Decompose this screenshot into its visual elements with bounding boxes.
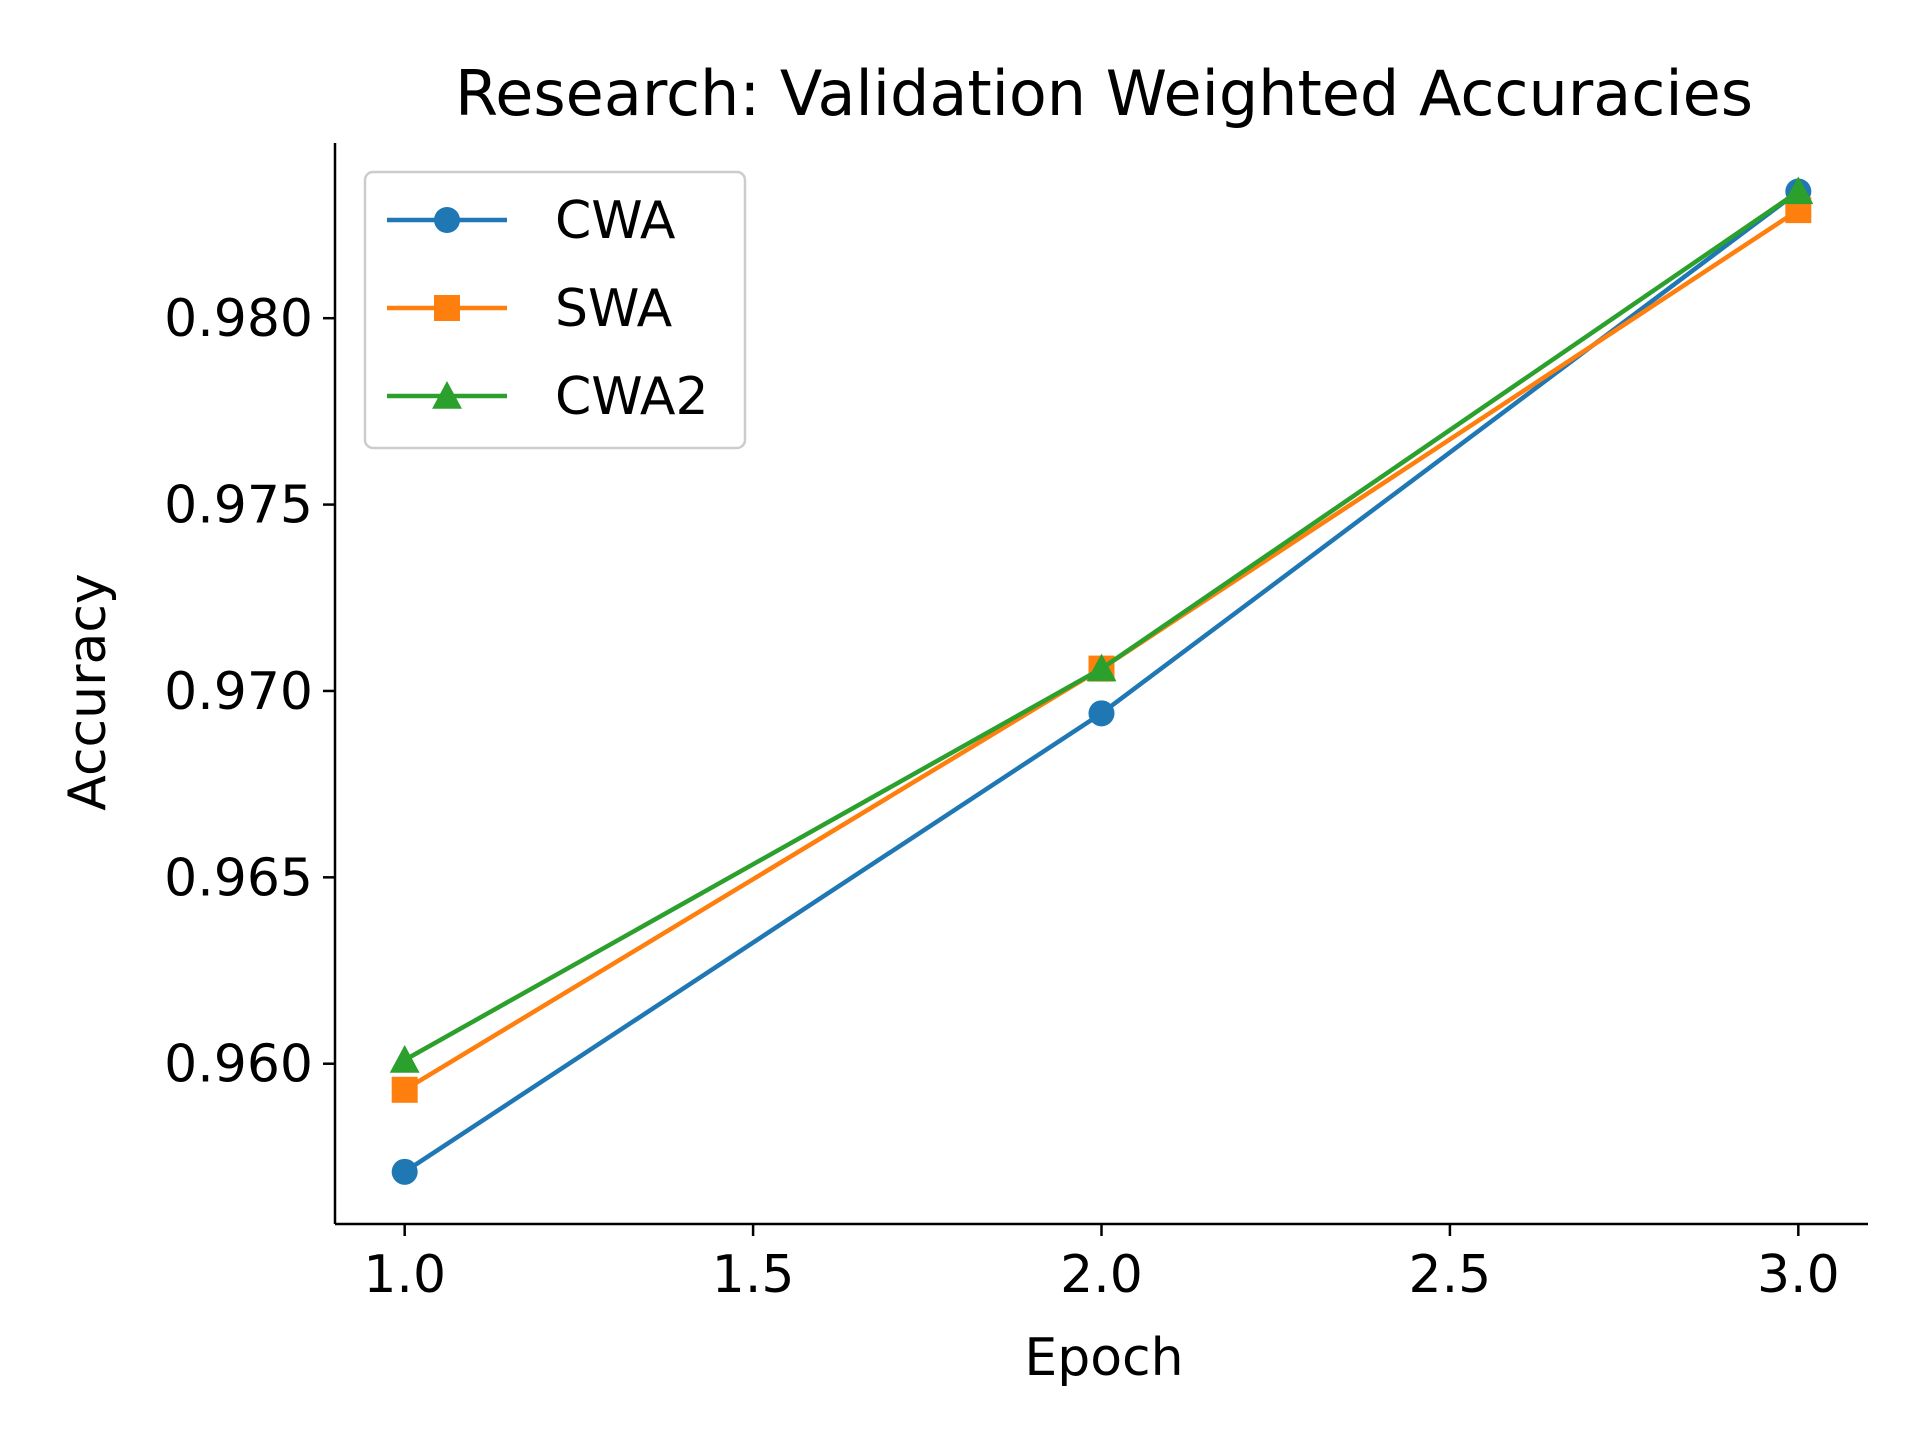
- x-tick-label: 2.0: [1060, 1245, 1143, 1305]
- x-axis-title: Epoch: [1024, 1328, 1183, 1388]
- plot-area: 1.0 1.5 2.0 2.5 3.0 0.960 0.965 0.970 0.975 0.980…: [164, 143, 1868, 1305]
- legend-label-swa: SWA: [555, 279, 673, 339]
- data-point-cwa: [1088, 700, 1115, 727]
- data-point-cwa2: [1783, 176, 1814, 205]
- y-tick-label: 0.975: [164, 476, 313, 536]
- y-tick-label: 0.970: [164, 662, 313, 722]
- legend-label-cwa2: CWA2: [555, 367, 709, 427]
- x-tick-label: 1.0: [363, 1245, 446, 1305]
- chart-title: Research: Validation Weighted Accuracies: [455, 57, 1753, 130]
- y-axis-title: Accuracy: [58, 573, 118, 810]
- legend-box: [363, 170, 747, 450]
- y-tick-label: 0.980: [164, 289, 313, 349]
- data-point-cwa2: [1086, 653, 1117, 682]
- data-point-cwa: [391, 1158, 418, 1185]
- y-tick-label: 0.965: [164, 848, 313, 908]
- data-point-cwa2: [389, 1045, 420, 1073]
- y-tick-label: 0.960: [164, 1035, 313, 1095]
- legend-marker-cwa: [434, 207, 460, 233]
- x-tick-label: 2.5: [1409, 1245, 1492, 1305]
- x-tick-label: 3.0: [1757, 1245, 1840, 1305]
- legend-marker-swa: [434, 295, 460, 321]
- x-tick-label: 1.5: [712, 1245, 795, 1305]
- legend-label-cwa: CWA: [555, 191, 676, 251]
- legend-marker-cwa2: [432, 381, 462, 409]
- data-point-swa: [391, 1076, 418, 1103]
